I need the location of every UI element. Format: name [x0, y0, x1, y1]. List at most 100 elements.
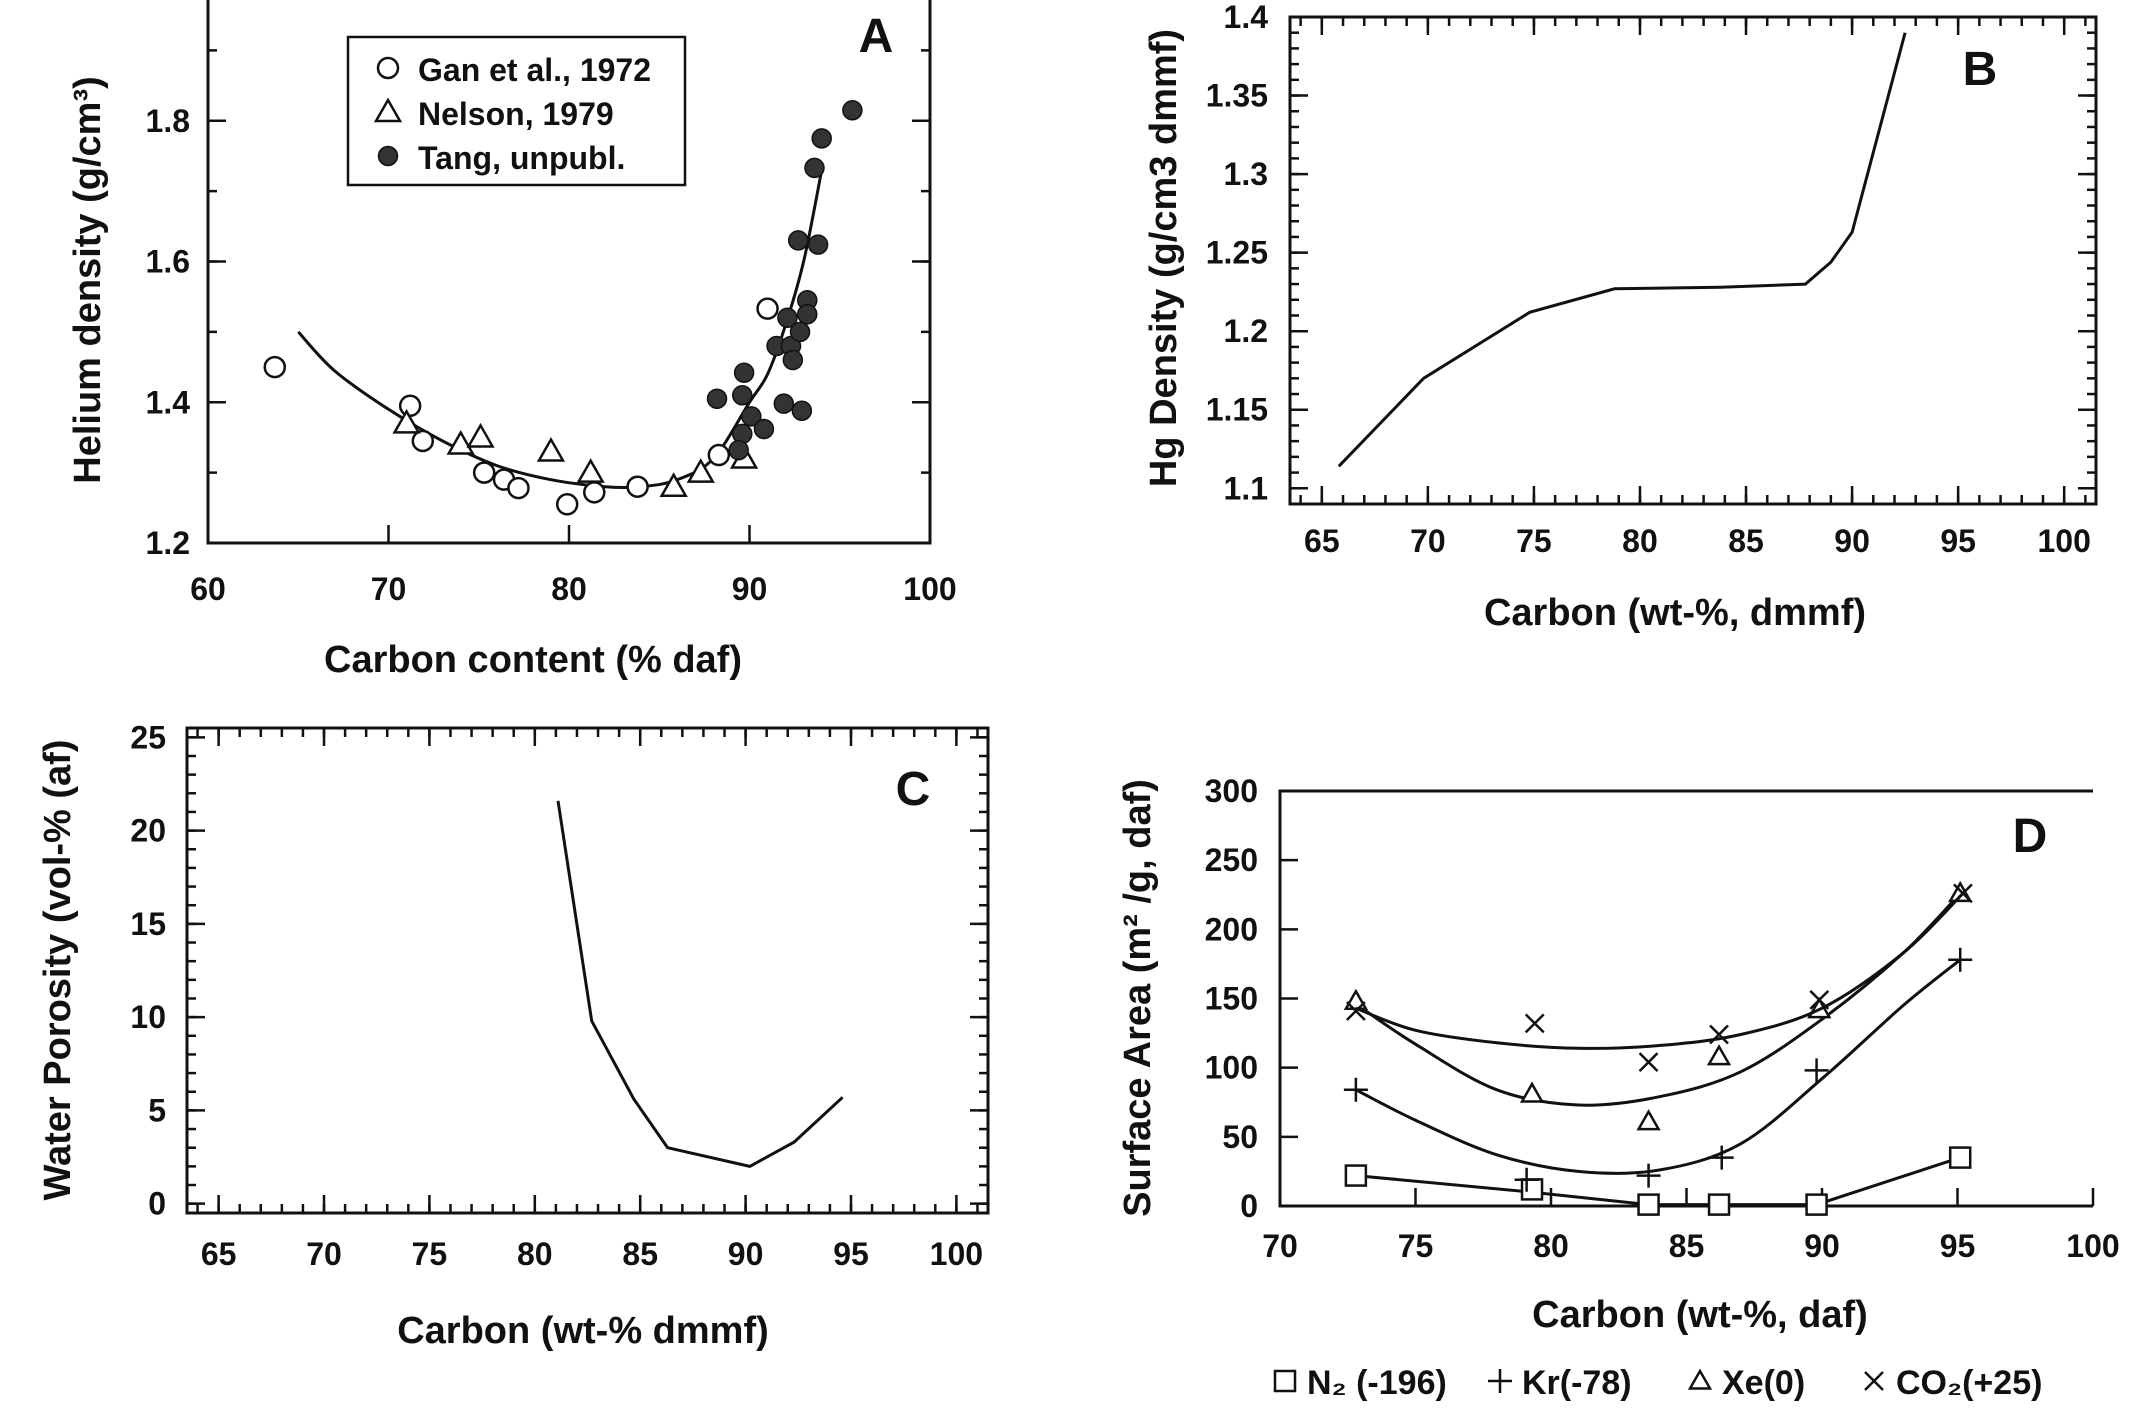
y-tick-label: 25: [130, 719, 166, 755]
data-point-filled-circle: [842, 99, 863, 121]
fit-curve-x: [1355, 892, 1964, 1050]
y-tick-label: 10: [130, 999, 166, 1035]
data-point-filled-circle: [789, 321, 811, 343]
x-axis-title: Carbon content (% daf): [324, 639, 742, 681]
y-tick-label: 250: [1205, 842, 1258, 878]
plot-frame: [1288, 15, 2098, 506]
y-tick-label: 1.6: [146, 244, 190, 280]
legend-label: Tang, unpubl.: [418, 140, 625, 176]
y-tick-label: 1.1: [1224, 470, 1268, 506]
x-tick-label: 85: [1728, 523, 1764, 559]
data-point-open-triangle: [536, 436, 566, 462]
x-axis-title: Carbon (wt-%, daf): [1532, 1294, 1868, 1336]
x-tick-label: 80: [1533, 1228, 1569, 1264]
x-tick-label: 75: [412, 1236, 448, 1272]
data-point-square: [1707, 1193, 1731, 1216]
data-point-triangle: [1706, 1044, 1732, 1066]
fit-line-square: [1355, 1156, 1961, 1207]
data-point-plus: [1948, 947, 1973, 972]
y-tick-label: 1.2: [146, 525, 190, 561]
data-point-x: [1524, 1013, 1545, 1034]
data-point-square: [1344, 1164, 1368, 1187]
panel-d: 0 50 100 150 200 250 300 70 75 80 85 90 95 100 Carbon …: [1117, 773, 2120, 1402]
data-point-open-circle: [583, 481, 606, 504]
data-point-plus: [1804, 1058, 1829, 1083]
data-point-square: [1805, 1193, 1828, 1216]
data-point-open-triangle: [466, 422, 495, 448]
x-tick-label: 90: [1834, 523, 1870, 559]
y-axis-title: Hg Density (g/cm3 dmmf): [1143, 29, 1185, 487]
y-tick-label: 0: [148, 1186, 166, 1222]
data-line: [1337, 32, 1907, 468]
data-point-plus: [1636, 1163, 1661, 1188]
y-tick-label: 50: [1222, 1119, 1258, 1155]
data-point-open-triangle: [659, 472, 688, 497]
data-point-square: [1948, 1146, 1972, 1169]
fit-curve-triangle: [1355, 892, 1962, 1107]
data-point-filled-circle: [732, 384, 753, 406]
y-tick-label: 1.15: [1206, 392, 1268, 428]
y-tick-label: 20: [130, 813, 166, 849]
data-point-open-circle: [756, 297, 779, 320]
x-tick-label: 100: [903, 571, 956, 607]
x-tick-label: 70: [306, 1236, 342, 1272]
data-point-open-circle: [411, 429, 435, 453]
x-axis-title: Carbon (wt-% dmmf): [397, 1310, 769, 1352]
legend-label: Xe(0): [1722, 1364, 1805, 1402]
data-point-square: [1520, 1178, 1544, 1201]
panel-letter: D: [2013, 810, 2048, 863]
data-point-open-triangle: [446, 429, 475, 455]
x-tick-label: 100: [930, 1236, 983, 1272]
x-tick-label: 80: [551, 571, 587, 607]
y-tick-label: 15: [130, 906, 166, 942]
x-tick-label: 85: [622, 1236, 658, 1272]
y-axis-title: Water Porosity (vol-% (af): [37, 740, 79, 1201]
data-point-triangle: [1343, 988, 1369, 1011]
y-axis-title: Helium density (g/cm³): [67, 76, 109, 484]
legend-label: Gan et al., 1972: [418, 52, 651, 88]
legend-marker-square: [1273, 1369, 1297, 1393]
x-tick-label: 100: [2066, 1228, 2119, 1264]
y-tick-label: 1.4: [1224, 0, 1269, 35]
x-tick-label: 100: [2037, 523, 2090, 559]
data-point-square: [1637, 1193, 1660, 1216]
data-point-open-circle: [472, 461, 496, 484]
y-tick-label: 5: [148, 1092, 166, 1128]
y-tick-label: 300: [1205, 773, 1258, 809]
y-tick-label: 1.8: [146, 103, 190, 139]
data-point-filled-circle: [777, 307, 798, 329]
panel-letter: A: [859, 10, 894, 63]
x-tick-label: 65: [201, 1236, 237, 1272]
plot-frame: [185, 726, 990, 1215]
data-point-open-circle: [707, 443, 731, 467]
legend-marker-plus: [1488, 1369, 1512, 1393]
data-point-open-circle: [507, 476, 530, 500]
x-tick-label: 90: [728, 1236, 764, 1272]
y-tick-label: 200: [1205, 911, 1258, 947]
data-point-open-triangle: [686, 458, 715, 483]
y-tick-label: 1.4: [146, 384, 191, 420]
data-point-x: [1809, 989, 1830, 1010]
y-axis-title: Surface Area (m² /g, daf): [1117, 779, 1159, 1217]
data-point-open-triangle: [392, 408, 421, 434]
x-tick-label: 80: [517, 1236, 553, 1272]
data-point-filled-circle: [807, 234, 829, 255]
data-point-filled-circle: [791, 400, 813, 421]
x-tick-label: 85: [1669, 1228, 1705, 1264]
x-tick-label: 70: [1262, 1228, 1298, 1264]
data-point-plus: [1343, 1077, 1368, 1102]
data-point-x: [1638, 1052, 1659, 1073]
panel-letter: C: [896, 763, 931, 816]
x-tick-label: 80: [1622, 523, 1658, 559]
data-point-filled-circle: [797, 304, 818, 325]
data-point-triangle: [1636, 1109, 1661, 1131]
legend-marker-triangle: [1687, 1368, 1713, 1390]
data-point-plus: [1514, 1167, 1539, 1192]
x-tick-label: 90: [732, 571, 768, 607]
x-tick-label: 70: [1410, 523, 1446, 559]
y-tick-label: 1.25: [1206, 235, 1268, 271]
panel-b: 1.1 1.15 1.2 1.25 1.3 1.35 1.4 65 70 75 80 85 90 95 10…: [1143, 0, 2098, 634]
x-tick-label: 95: [1940, 523, 1976, 559]
data-point-filled-circle: [706, 388, 728, 409]
